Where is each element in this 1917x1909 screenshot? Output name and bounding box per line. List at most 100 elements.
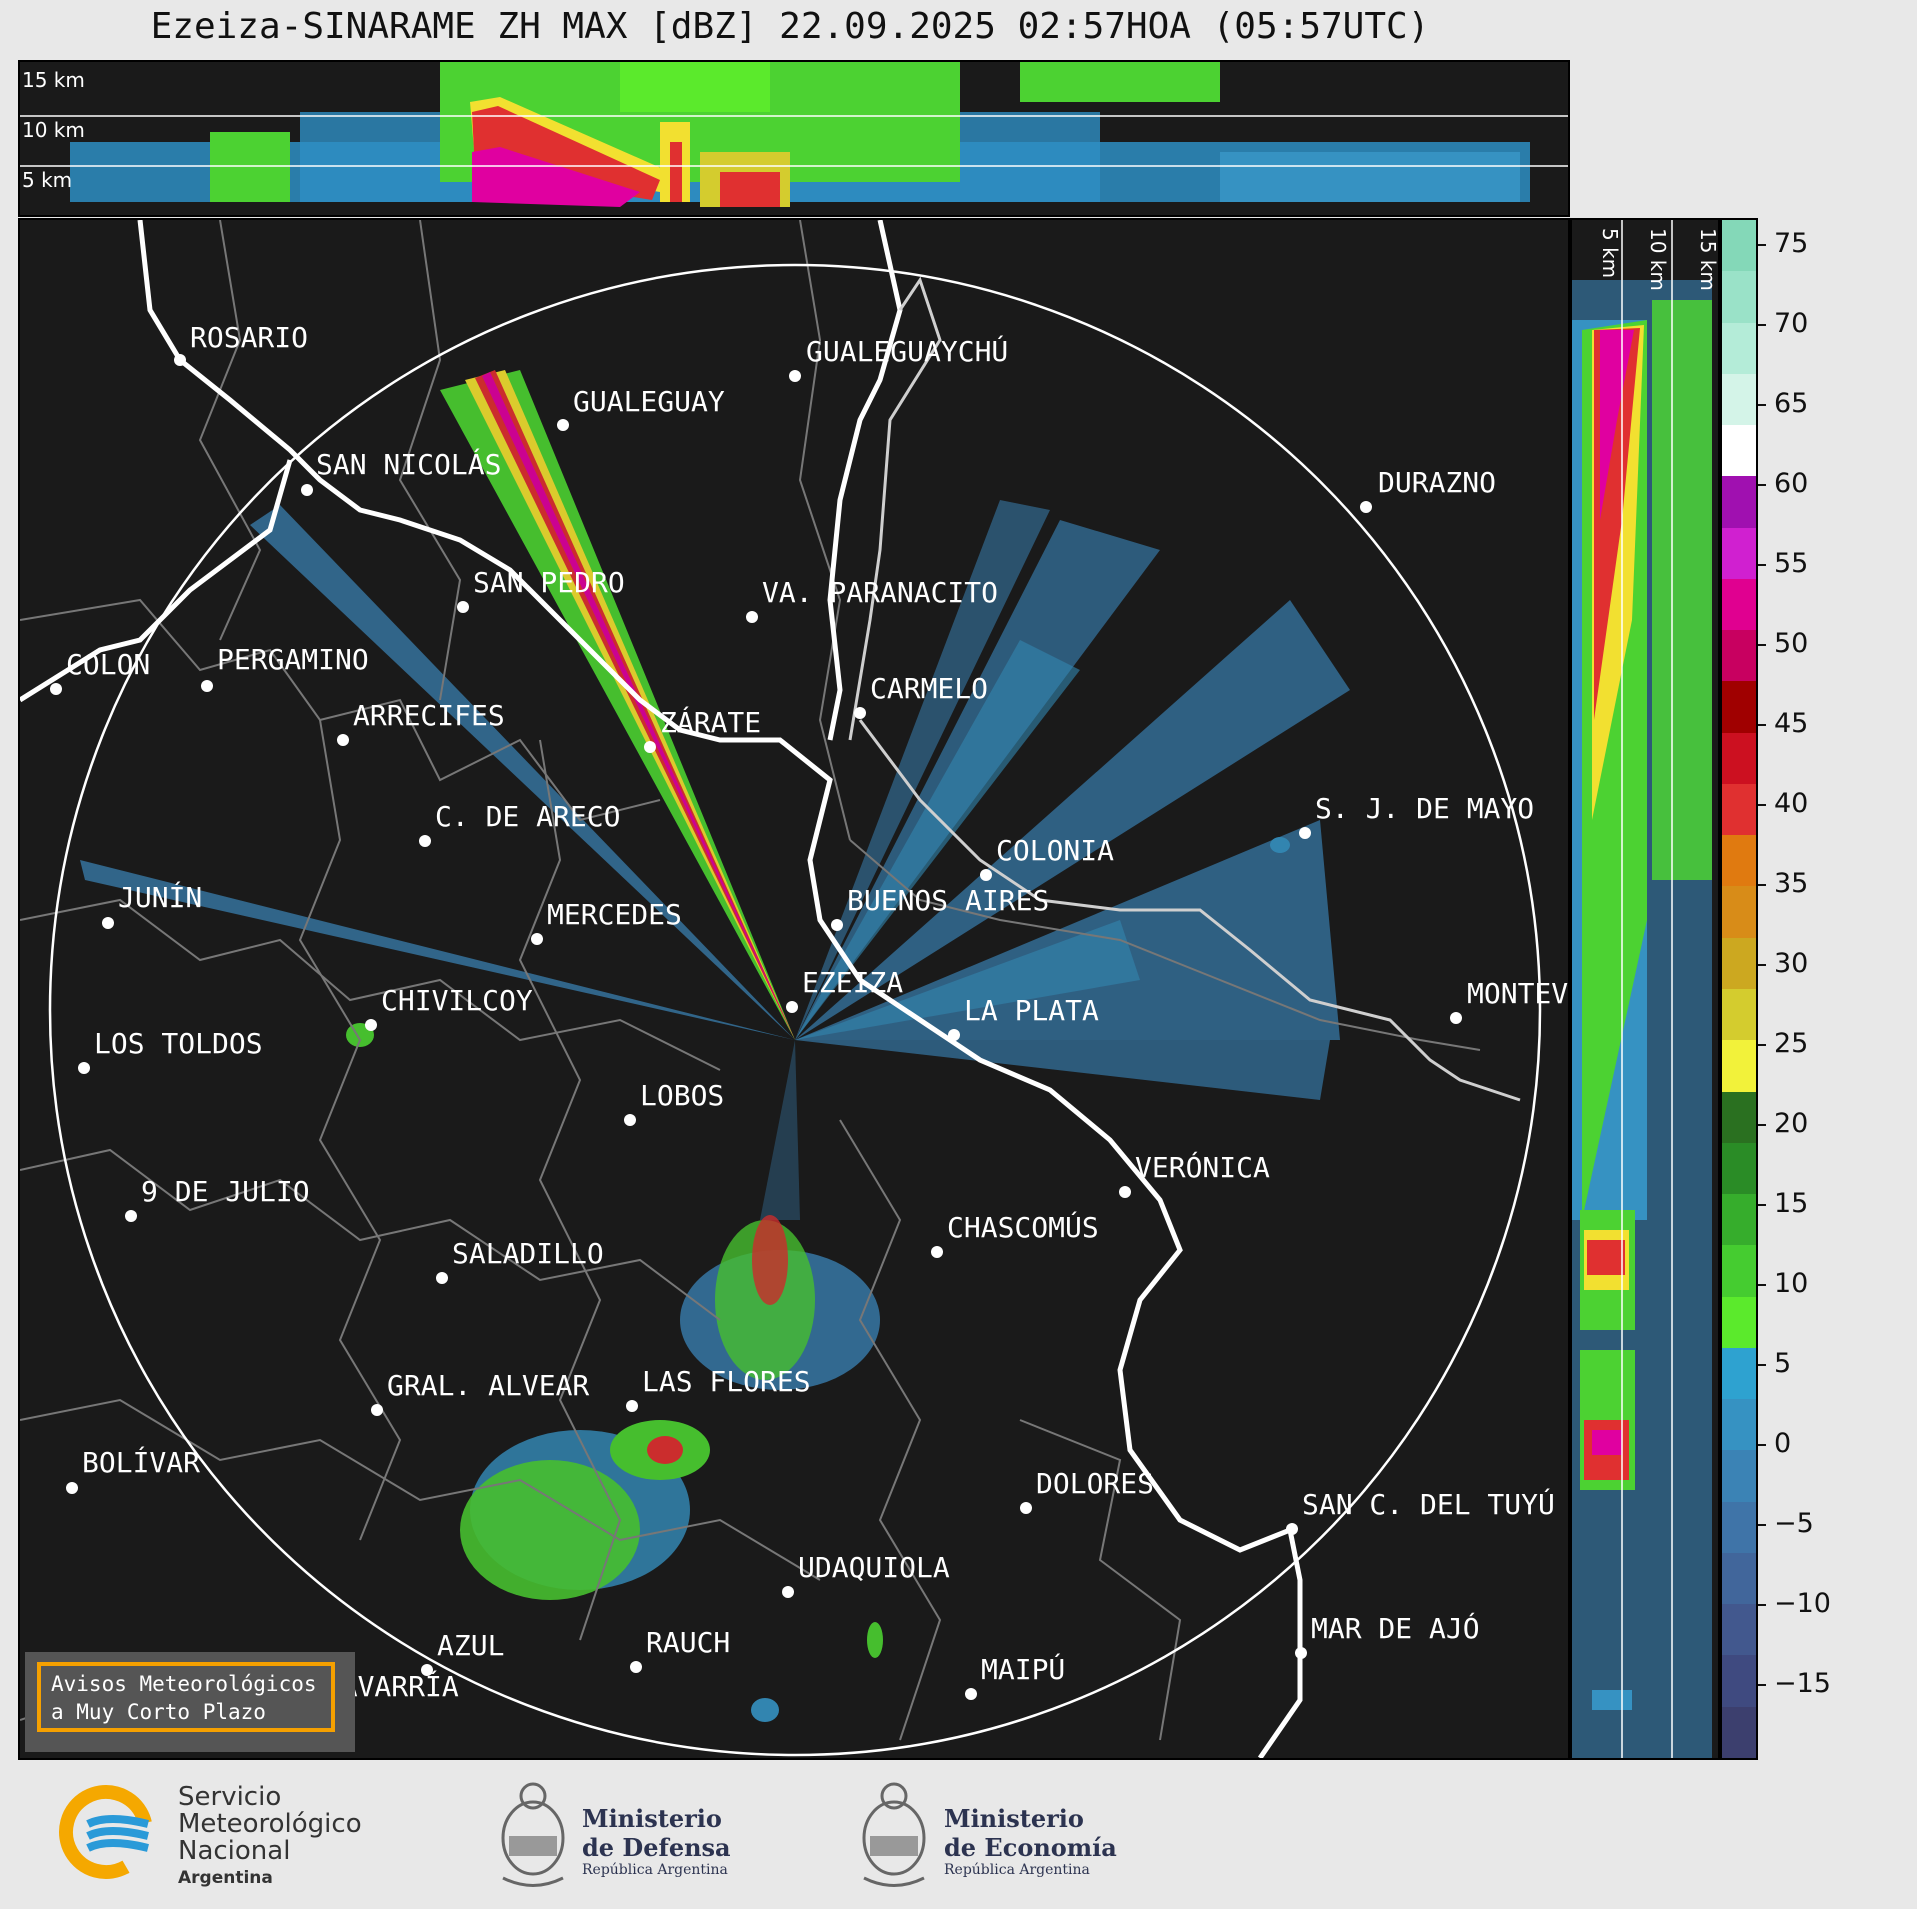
colorbar-segment	[1722, 988, 1756, 1041]
city-label: GRAL. ALVEAR	[387, 1369, 590, 1402]
city-marker	[624, 1114, 636, 1126]
city-label: LOBOS	[640, 1079, 725, 1112]
city-marker	[831, 919, 843, 931]
city-marker	[931, 1246, 943, 1258]
smn-name-line2: Meteorológico	[178, 1809, 362, 1839]
city-label: MERCEDES	[547, 898, 682, 931]
colorbar-tick-label: 35	[1757, 868, 1808, 899]
colorbar-tick-label: 40	[1757, 788, 1808, 819]
aviso-line1: Avisos Meteorológicos	[51, 1672, 317, 1696]
city-marker	[66, 1482, 78, 1494]
city-marker	[948, 1029, 960, 1041]
city-label: EZEIZA	[802, 966, 904, 999]
city-label: SAN PEDRO	[473, 566, 625, 599]
colorbar-segment	[1722, 731, 1756, 784]
city-label: UDAQUIOLA	[798, 1551, 950, 1584]
city-marker	[337, 734, 349, 746]
city-marker	[980, 869, 992, 881]
city-label: S. J. DE MAYO	[1315, 792, 1535, 825]
colorbar-tick-label: 30	[1757, 948, 1808, 979]
city-marker	[786, 1001, 798, 1013]
defensa-line3: República Argentina	[582, 1862, 728, 1878]
city-marker	[201, 680, 213, 692]
city-label: LA PLATA	[964, 994, 1099, 1027]
top-cross-section-panel: 15 km 10 km 5 km	[18, 60, 1570, 217]
city-marker	[1295, 1647, 1307, 1659]
city-marker	[644, 741, 656, 753]
side-height-label-10km: 10 km	[1646, 228, 1670, 291]
city-marker	[1450, 1012, 1462, 1024]
colorbar-tick-label: 20	[1757, 1108, 1808, 1139]
city-label: BUENOS AIRES	[847, 884, 1050, 917]
colorbar-segment	[1722, 885, 1756, 938]
city-label: RAUCH	[646, 1626, 731, 1659]
height-label-15km: 15 km	[22, 68, 85, 92]
city-marker	[421, 1664, 433, 1676]
economia-line3: República Argentina	[944, 1862, 1090, 1878]
colorbar-segment	[1722, 1193, 1756, 1246]
colorbar-segment	[1722, 629, 1756, 682]
city-marker	[365, 1019, 377, 1031]
city-label: LAS FLORES	[642, 1365, 811, 1398]
colorbar-segment	[1722, 1603, 1756, 1656]
city-marker	[1360, 501, 1372, 513]
city-label: AZUL	[437, 1629, 505, 1662]
city-label: CARMELO	[870, 672, 989, 705]
city-label: ZÁRATE	[660, 706, 762, 739]
defensa-line2: de Defensa	[582, 1833, 731, 1862]
aviso-line2: a Muy Corto Plazo	[51, 1700, 266, 1724]
city-marker	[557, 419, 569, 431]
colorbar-tick-label: 45	[1757, 708, 1808, 739]
colorbar-segment	[1722, 577, 1756, 631]
city-marker	[174, 354, 186, 366]
colorbar-tick-label: 65	[1757, 388, 1808, 419]
colorbar-segment	[1722, 321, 1756, 374]
colorbar-segment	[1722, 1705, 1756, 1758]
colorbar-tick-label: 55	[1757, 548, 1808, 579]
city-marker	[436, 1272, 448, 1284]
economia-line1: Ministerio	[944, 1804, 1084, 1833]
city-marker	[102, 917, 114, 929]
city-label: SALADILLO	[452, 1237, 604, 1270]
city-marker	[626, 1400, 638, 1412]
coastline	[20, 220, 1303, 1758]
city-marker	[965, 1688, 977, 1700]
smn-name-line1: Servicio	[178, 1782, 282, 1812]
colorbar-tick-label: 75	[1757, 228, 1808, 259]
city-marker	[419, 835, 431, 847]
city-marker	[50, 683, 62, 695]
side-height-label-5km: 5 km	[1598, 228, 1622, 279]
city-label: LOS TOLDOS	[94, 1027, 263, 1060]
aviso-box-inner: Avisos Meteorológicos a Muy Corto Plazo	[37, 1662, 335, 1732]
colorbar-segment	[1722, 1449, 1756, 1502]
colorbar-segment	[1722, 1295, 1756, 1348]
colorbar-segment	[1722, 526, 1756, 579]
colorbar-segment	[1722, 936, 1756, 989]
colorbar-tick-label: 70	[1757, 308, 1808, 339]
city-label: COLONIA	[996, 834, 1115, 867]
height-label-10km: 10 km	[22, 118, 85, 142]
colorbar-tick-label: 50	[1757, 628, 1808, 659]
city-label: SAN C. DEL TUYÚ	[1302, 1488, 1555, 1521]
city-marker	[789, 370, 801, 382]
city-marker	[854, 707, 866, 719]
defensa-coat-of-arms-icon	[495, 1778, 571, 1893]
city-label: MAR DE AJÓ	[1311, 1612, 1480, 1645]
colorbar-tick-label: 60	[1757, 468, 1808, 499]
city-marker	[1299, 827, 1311, 839]
colorbar-tick-label: −5	[1758, 1508, 1814, 1539]
city-label: JUNÍN	[118, 881, 203, 914]
colorbar-segment	[1722, 1654, 1756, 1707]
city-marker	[1119, 1186, 1131, 1198]
colorbar-tick-label: 10	[1757, 1268, 1808, 1299]
aviso-box: Avisos Meteorológicos a Muy Corto Plazo	[25, 1652, 355, 1752]
city-marker	[531, 933, 543, 945]
city-marker	[371, 1404, 383, 1416]
radar-echoes	[80, 370, 1350, 1722]
city-label: DOLORES	[1036, 1467, 1155, 1500]
colorbar-segment	[1722, 834, 1756, 887]
colorbar-segment	[1722, 680, 1756, 733]
colorbar-tick-label: 5	[1757, 1348, 1791, 1379]
city-label: CHASCOMÚS	[947, 1211, 1099, 1244]
colorbar-tick-label: 15	[1757, 1188, 1808, 1219]
